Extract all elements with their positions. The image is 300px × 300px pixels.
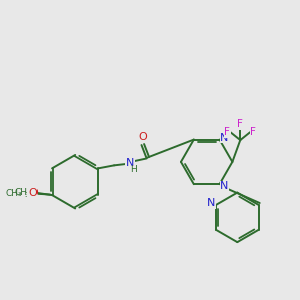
Text: CH: CH: [14, 188, 27, 196]
Text: CH₃: CH₃: [6, 189, 22, 198]
Text: N: N: [220, 133, 229, 142]
Text: F: F: [250, 127, 256, 137]
Text: H: H: [130, 165, 137, 174]
Text: F: F: [224, 127, 230, 137]
Text: O: O: [29, 188, 38, 198]
Text: N: N: [126, 158, 134, 168]
Text: F: F: [237, 119, 243, 129]
Text: N: N: [220, 181, 229, 191]
Text: O: O: [138, 132, 147, 142]
Text: N: N: [207, 198, 215, 208]
Text: O: O: [28, 188, 37, 198]
Text: 3: 3: [24, 192, 29, 198]
